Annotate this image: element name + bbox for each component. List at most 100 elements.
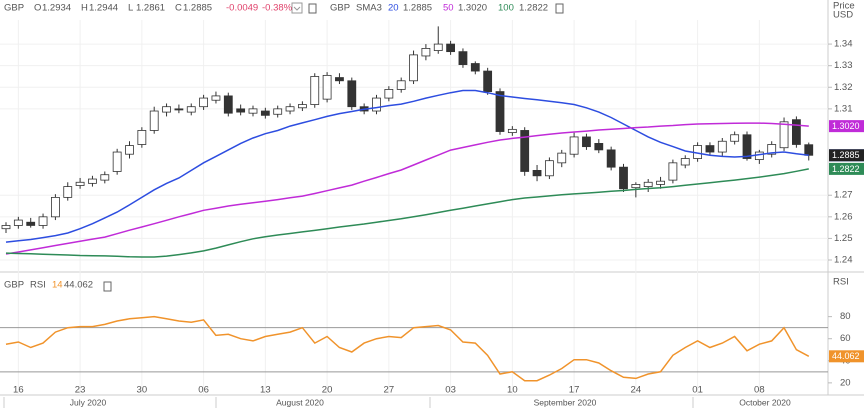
rsi-title: RSI <box>30 280 46 291</box>
candle-body <box>186 106 196 113</box>
candle-body <box>63 186 73 198</box>
y-tick-label: 1.33 <box>834 60 853 71</box>
candle-body <box>285 106 295 112</box>
x-tick-label: 27 <box>384 385 395 396</box>
legend-name: 100 <box>498 3 514 14</box>
y-tick-label: 1.26 <box>834 211 853 222</box>
header-icons <box>103 2 564 292</box>
y-tick-label: 1.25 <box>834 233 853 244</box>
candle-body <box>643 181 653 187</box>
y-tick-label: 1.31 <box>834 103 853 114</box>
candle-body <box>705 145 715 153</box>
candle-body <box>520 130 530 172</box>
trash-icon[interactable] <box>308 3 317 14</box>
legend-name: 50 <box>443 3 454 14</box>
price-tag-label: 1.3020 <box>832 121 860 131</box>
candle-body <box>458 51 468 65</box>
rsi-axis-label: RSI <box>833 277 849 288</box>
ohlc-key: O <box>34 3 41 14</box>
candle-body <box>13 219 23 226</box>
y-tick-label: 1.34 <box>834 39 853 50</box>
candle-body <box>137 130 147 145</box>
candle-body <box>75 181 85 186</box>
candle-body <box>335 77 344 82</box>
x-tick-label: 10 <box>507 385 518 396</box>
legend-value: 1.2822 <box>519 3 548 14</box>
candle-body <box>211 95 221 101</box>
candle-body <box>582 136 591 148</box>
dropdown-icon <box>293 6 301 11</box>
sma-line <box>5 89 809 243</box>
change-pct: -0.38% <box>262 3 293 14</box>
candle-body <box>112 151 122 172</box>
rsi-line <box>5 315 810 382</box>
trash-icon[interactable] <box>555 3 564 14</box>
candle-body <box>730 134 740 142</box>
price-tag <box>829 120 864 133</box>
x-tick-label: 30 <box>137 385 148 396</box>
price-tag <box>829 149 864 162</box>
candle-body <box>384 89 394 99</box>
ohlc-value: 1.2885 <box>183 3 212 14</box>
candle-body <box>297 104 307 109</box>
candle-body <box>507 128 517 134</box>
rsi-tag <box>829 350 864 363</box>
candle-body <box>619 166 628 190</box>
candle-body <box>174 108 184 111</box>
ohlc-key: L <box>128 3 133 14</box>
candle-body <box>260 110 270 116</box>
symbol: GBP <box>4 3 24 14</box>
price-tag <box>829 162 864 175</box>
candle-body <box>742 134 752 159</box>
candle-body <box>322 74 332 100</box>
y-tick-label: 1.24 <box>834 255 853 266</box>
candle-body <box>754 151 764 161</box>
settings-icon[interactable] <box>291 2 303 14</box>
candle-body <box>199 97 209 108</box>
rsi-tag-label: 44.062 <box>832 351 860 361</box>
trash-icon[interactable] <box>103 281 112 292</box>
candle-body <box>792 119 801 145</box>
sma-line <box>5 168 809 258</box>
rsi-tick-label: 20 <box>840 377 851 388</box>
x-tick-label: 08 <box>754 385 765 396</box>
rsi-tick-label: 60 <box>840 333 851 344</box>
candle-body <box>767 144 777 155</box>
price-tag-label: 1.2885 <box>832 150 860 160</box>
candle-body <box>372 97 381 112</box>
y-tick-label: 1.27 <box>834 190 853 201</box>
candle-body <box>347 80 357 108</box>
candle-body <box>421 48 431 57</box>
x-tick-label: 01 <box>692 385 703 396</box>
ohlc-value: 1.2934 <box>42 3 71 14</box>
candle-body <box>88 178 97 184</box>
candle-body <box>100 174 110 181</box>
candle-body <box>594 143 604 151</box>
candle-body <box>223 95 233 114</box>
candle-body <box>446 43 456 53</box>
x-tick-label: 23 <box>75 385 86 396</box>
x-tick-label: 13 <box>260 385 271 396</box>
price-axis-label: Price <box>833 1 855 12</box>
rsi-period: 14 <box>52 280 63 291</box>
candle-body <box>483 70 493 92</box>
x-tick-label: 17 <box>569 385 580 396</box>
candle-body <box>656 180 665 185</box>
month-label: August 2020 <box>276 397 324 407</box>
candle-body <box>569 136 579 155</box>
candle-body <box>545 160 554 177</box>
legend-value: 1.2885 <box>403 3 432 14</box>
ohlc-key: H <box>81 3 88 14</box>
legend-value: 1.3020 <box>458 3 487 14</box>
candle-body <box>495 91 505 132</box>
candle-body <box>162 106 171 113</box>
currency-label: USD <box>833 10 853 21</box>
legend-name: 20 <box>388 3 399 14</box>
candle-body <box>38 216 48 226</box>
candle-body <box>310 76 320 105</box>
candle-body <box>409 54 418 82</box>
symbol: GBP <box>4 280 24 291</box>
month-label: October 2020 <box>739 397 791 407</box>
candle-body <box>1 225 11 230</box>
